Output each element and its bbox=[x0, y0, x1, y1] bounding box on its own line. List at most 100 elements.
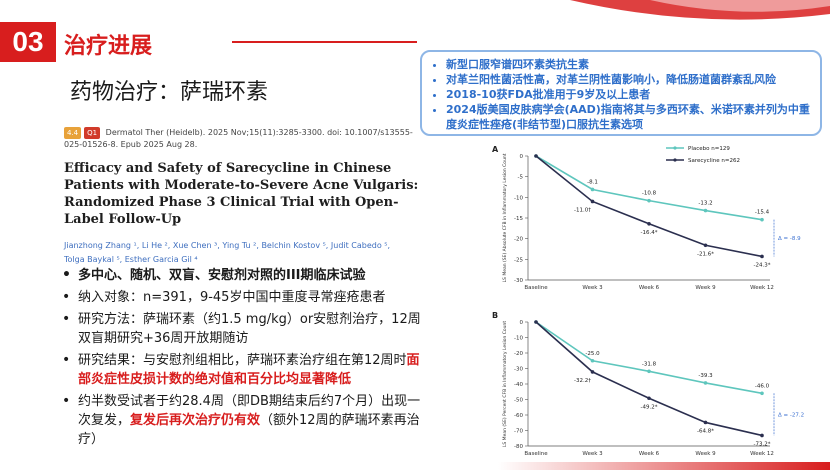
data-point bbox=[703, 420, 708, 425]
x-tick-label: Week 12 bbox=[750, 451, 774, 457]
x-tick-label: Week 6 bbox=[639, 451, 660, 457]
bullet-item: 纳入对象：n=391，9-45岁中国中重度寻常痤疮患者 bbox=[56, 288, 426, 307]
y-tick-label: -70 bbox=[514, 429, 523, 435]
data-label: -25.0 bbox=[585, 351, 600, 357]
data-point bbox=[760, 217, 764, 222]
citation-text: Dermatol Ther (Heidelb). 2025 Nov;15(11)… bbox=[64, 128, 413, 149]
bullet-text: 研究方法：萨瑞环素（约1.5 mg/kg）or安慰剂治疗，12周双盲期研究+36… bbox=[78, 312, 421, 346]
bullet-text: 纳入对象：n=391，9-45岁中国中重度寻常痤疮患者 bbox=[78, 290, 386, 305]
panel-label: B bbox=[492, 311, 498, 320]
y-tick-label: -15 bbox=[514, 216, 523, 222]
data-label: -21.6* bbox=[697, 251, 714, 257]
data-label: -46.0 bbox=[755, 383, 770, 389]
author-list: Jianzhong Zhang ¹, Li He ², Xue Chen ³, … bbox=[64, 241, 391, 264]
bullet-item: 研究方法：萨瑞环素（约1.5 mg/kg）or安慰剂治疗，12周双盲期研究+36… bbox=[56, 310, 426, 348]
series-line bbox=[535, 155, 763, 258]
data-label: -73.2* bbox=[754, 441, 771, 447]
data-label: -15.4 bbox=[755, 210, 770, 216]
section-divider bbox=[232, 41, 417, 43]
bullet-highlight: 面部炎症性皮损计数的绝对值和百分比均显著降低 bbox=[78, 353, 420, 387]
section-number: 03 bbox=[0, 22, 56, 62]
y-tick-label: 0 bbox=[520, 320, 524, 326]
highlight-item: 对革兰阳性菌活性高，对革兰阴性菌影响小，降低肠道菌群紊乱风险 bbox=[446, 72, 810, 87]
bullet-list: 多中心、随机、双盲、安慰剂对照的III期临床试验 纳入对象：n=391，9-45… bbox=[56, 266, 426, 452]
x-tick-label: Week 6 bbox=[639, 285, 660, 291]
y-tick-label: -50 bbox=[514, 398, 523, 404]
footer-bar bbox=[0, 462, 830, 470]
series-line bbox=[535, 321, 763, 437]
data-point bbox=[760, 254, 764, 259]
bullet-item: 多中心、随机、双盲、安慰剂对照的III期临床试验 bbox=[56, 266, 426, 285]
data-point bbox=[590, 370, 595, 374]
bullet-text: 研究结果：与安慰剂组相比，萨瑞环素治疗组在第12周时 bbox=[78, 353, 407, 368]
y-tick-label: -10 bbox=[514, 336, 523, 342]
data-label: -11.0† bbox=[574, 207, 591, 213]
data-label: -39.3 bbox=[698, 373, 713, 379]
delta-annotation: Δ = -8.9 bbox=[778, 236, 801, 242]
page-subtitle: 药物治疗：萨瑞环素 bbox=[70, 80, 269, 105]
bullet-item: 约半数受试者于约28.4周（即DB期结束后约7个月）出现一次复发，复发后再次治疗… bbox=[56, 392, 426, 449]
x-tick-label: Baseline bbox=[524, 285, 548, 291]
highlights-box: 新型口服窄谱四环素类抗生素 对革兰阳性菌活性高，对革兰阴性菌影响小，降低肠道菌群… bbox=[420, 50, 822, 136]
data-label: -32.2† bbox=[574, 378, 591, 384]
panel-label: A bbox=[492, 145, 499, 154]
data-label: -8.1 bbox=[587, 179, 598, 185]
paper-title: Efficacy and Safety of Sarecycline in Ch… bbox=[64, 161, 419, 227]
legend-marker bbox=[673, 158, 677, 162]
bullet-text: 多中心、随机、双盲、安慰剂对照的III期临床试验 bbox=[78, 268, 366, 283]
citation: 4.4 Q1 Dermatol Ther (Heidelb). 2025 Nov;… bbox=[64, 127, 424, 151]
x-tick-label: Week 9 bbox=[695, 285, 716, 291]
delta-annotation: Δ = -27.2 bbox=[778, 412, 804, 418]
y-axis-label: LS Mean (SE) Percent CFB in Inflammatory… bbox=[502, 321, 508, 447]
legend-marker bbox=[673, 146, 677, 150]
y-tick-label: 0 bbox=[520, 154, 524, 160]
highlight-item: 2024版美国皮肤病学会(AAD)指南将其与多西环素、米诺环素并列为中重度炎症性… bbox=[446, 102, 810, 132]
data-point bbox=[760, 391, 764, 396]
data-label: -24.3* bbox=[754, 262, 771, 268]
data-point bbox=[703, 243, 708, 248]
y-tick-label: -25 bbox=[514, 257, 523, 263]
bullet-text: 约半数受试者于约28.4周（即DB期结束后约7个月）出现一次复发， bbox=[78, 394, 421, 428]
highlight-item: 2018-10获FDA批准用于9岁及以上患者 bbox=[446, 87, 810, 102]
series-line bbox=[535, 321, 763, 395]
data-point bbox=[647, 369, 651, 374]
data-point bbox=[534, 320, 538, 324]
data-label: -13.2 bbox=[698, 201, 712, 207]
y-tick-label: -5 bbox=[518, 175, 524, 181]
x-tick-label: Baseline bbox=[524, 451, 548, 457]
bullet-text: （额外12周的萨瑞环素再治疗） bbox=[78, 413, 420, 447]
data-point bbox=[534, 154, 538, 158]
y-tick-label: -30 bbox=[514, 278, 523, 284]
data-point bbox=[703, 381, 708, 385]
data-point bbox=[647, 396, 651, 401]
y-tick-label: -60 bbox=[514, 413, 523, 419]
data-point bbox=[590, 358, 595, 363]
legend-entry: Sarecycline n=262 bbox=[688, 158, 740, 164]
x-tick-label: Week 9 bbox=[695, 451, 716, 457]
y-tick-label: -20 bbox=[514, 351, 523, 357]
legend-entry: Placebo n=129 bbox=[688, 146, 730, 152]
quartile-badge: Q1 bbox=[84, 127, 101, 139]
data-label: -10.8 bbox=[642, 191, 657, 197]
bullet-highlight: 复发后再次治疗仍有效 bbox=[130, 413, 261, 428]
x-tick-label: Week 12 bbox=[750, 285, 774, 291]
data-point bbox=[703, 208, 708, 213]
data-point bbox=[760, 433, 764, 438]
section-title: 治疗进展 bbox=[64, 34, 153, 59]
impact-factor-badge: 4.4 bbox=[64, 127, 82, 139]
y-axis-label: LS Mean (SE) Absolute CFB in Inflammator… bbox=[502, 153, 508, 282]
highlight-item: 新型口服窄谱四环素类抗生素 bbox=[446, 57, 810, 72]
data-point bbox=[647, 221, 651, 226]
x-tick-label: Week 3 bbox=[582, 285, 603, 291]
data-label: -16.4* bbox=[641, 230, 658, 236]
y-tick-label: -80 bbox=[514, 444, 523, 450]
y-tick-label: -30 bbox=[514, 367, 523, 373]
data-point bbox=[647, 198, 651, 203]
data-point bbox=[590, 199, 595, 204]
data-label: -49.2* bbox=[641, 404, 658, 410]
series-line bbox=[535, 155, 763, 221]
y-tick-label: -40 bbox=[514, 382, 523, 388]
bullet-item: 研究结果：与安慰剂组相比，萨瑞环素治疗组在第12周时面部炎症性皮损计数的绝对值和… bbox=[56, 351, 426, 389]
